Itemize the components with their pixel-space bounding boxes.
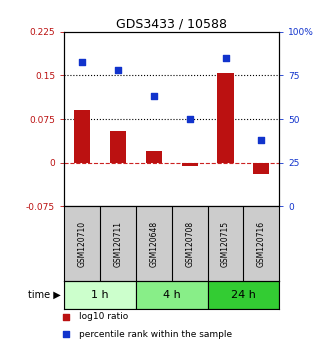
Point [187,116,192,122]
Bar [64,281,136,309]
Text: 1 h: 1 h [91,290,109,300]
Bar [182,163,198,166]
Bar [146,151,162,163]
Point [80,59,85,64]
Bar [217,73,234,163]
Text: GSM120708: GSM120708 [185,221,194,267]
Text: log10 ratio: log10 ratio [79,312,128,321]
Bar [253,163,269,174]
Text: 24 h: 24 h [231,290,256,300]
Point [259,137,264,143]
Text: GSM120716: GSM120716 [257,221,266,267]
Point [116,67,121,73]
Bar [110,131,126,163]
Point [64,314,69,319]
Bar [208,281,279,309]
Text: GSM120710: GSM120710 [78,221,87,267]
Text: time ▶: time ▶ [28,290,61,300]
Point [151,93,156,99]
Title: GDS3433 / 10588: GDS3433 / 10588 [116,18,227,31]
Text: GSM120715: GSM120715 [221,221,230,267]
Bar [136,281,208,309]
Point [223,55,228,61]
Text: percentile rank within the sample: percentile rank within the sample [79,330,232,339]
Point [64,332,69,337]
Bar [74,110,90,163]
Text: GSM120648: GSM120648 [149,221,158,267]
Text: 4 h: 4 h [163,290,181,300]
Text: GSM120711: GSM120711 [113,221,123,267]
